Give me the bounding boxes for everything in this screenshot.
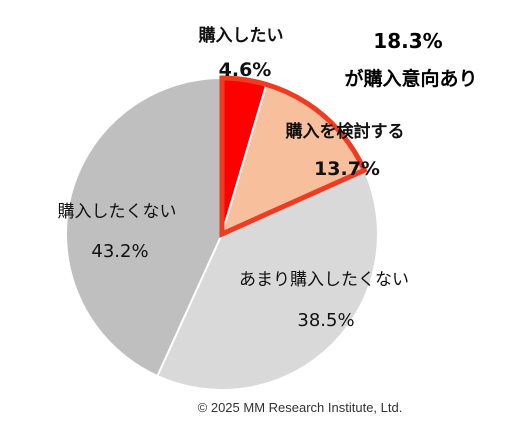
slice-value-consider: 13.7% — [314, 158, 380, 180]
slice-label-rather-not: あまり購入したくない — [239, 270, 409, 290]
highlight-outline — [219, 75, 368, 238]
callout-value: 18.3% — [373, 29, 442, 53]
slice-value-want-to-buy: 4.6% — [219, 59, 272, 81]
pie-slice-3 — [65, 76, 223, 378]
copyright-text: © 2025 MM Research Institute, Ltd. — [198, 400, 403, 415]
slice-label-want-to-buy: 購入したい — [199, 25, 284, 46]
slice-label-no: 購入したくない — [58, 202, 177, 222]
slice-value-rather-not: 38.5% — [297, 310, 354, 331]
pie-slice-2 — [156, 168, 379, 391]
slice-label-consider: 購入を検討する — [286, 121, 405, 142]
slice-value-no: 43.2% — [91, 241, 148, 262]
callout-text: が購入意向あり — [344, 67, 477, 90]
